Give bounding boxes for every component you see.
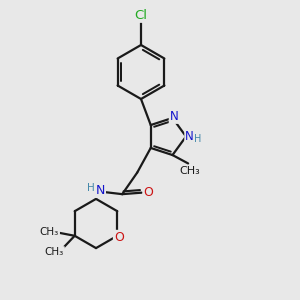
Text: N: N — [96, 184, 105, 197]
Text: Cl: Cl — [134, 9, 148, 22]
Text: CH₃: CH₃ — [45, 247, 64, 257]
Text: N: N — [185, 130, 194, 143]
Text: H: H — [194, 134, 201, 144]
Text: N: N — [170, 110, 178, 123]
Text: O: O — [143, 186, 153, 199]
Text: CH₃: CH₃ — [40, 227, 59, 237]
Text: CH₃: CH₃ — [179, 166, 200, 176]
Text: O: O — [114, 231, 124, 244]
Text: H: H — [86, 183, 94, 193]
